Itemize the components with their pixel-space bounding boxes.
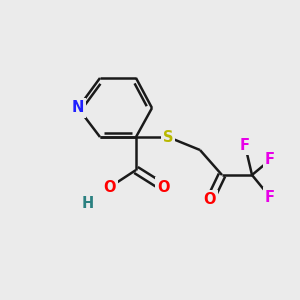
Text: H: H — [82, 196, 94, 211]
Text: O: O — [204, 193, 216, 208]
Text: S: S — [163, 130, 173, 145]
Text: F: F — [240, 137, 250, 152]
Text: O: O — [157, 179, 169, 194]
Text: O: O — [104, 179, 116, 194]
Text: F: F — [265, 152, 275, 167]
Text: F: F — [265, 190, 275, 205]
Text: N: N — [72, 100, 84, 116]
